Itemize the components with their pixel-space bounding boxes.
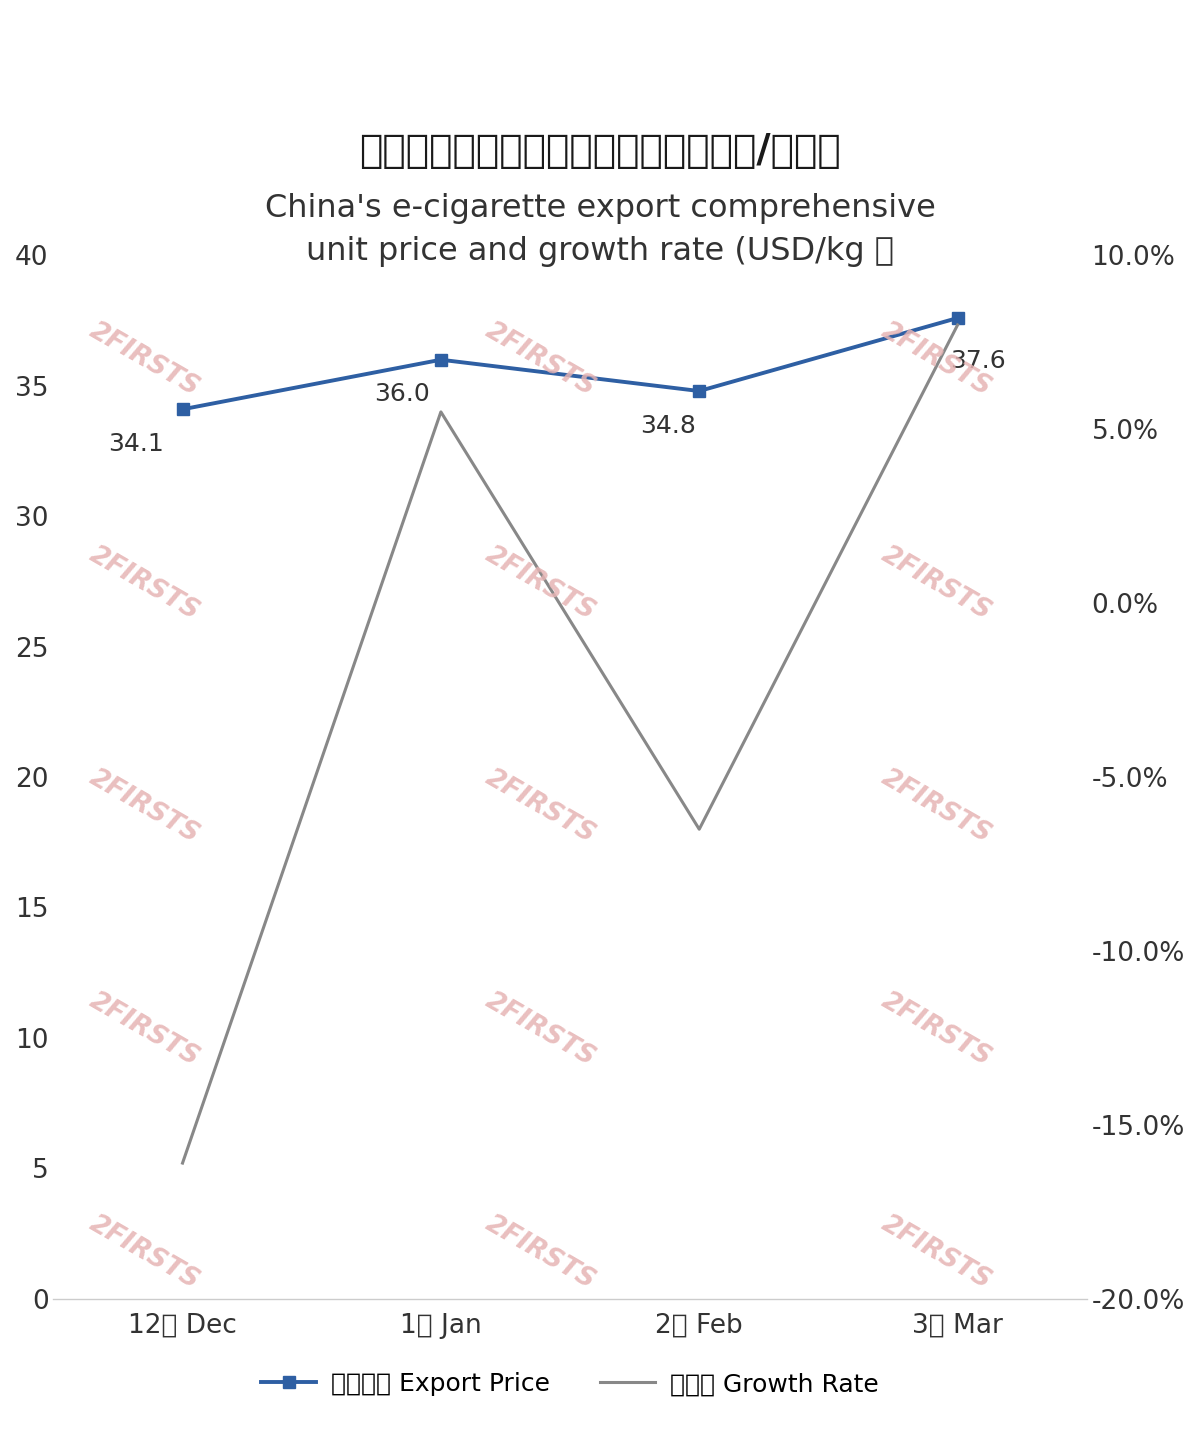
Text: 37.6: 37.6 bbox=[950, 348, 1006, 373]
Text: 2FIRSTS: 2FIRSTS bbox=[876, 541, 996, 625]
Text: 34.1: 34.1 bbox=[108, 432, 164, 456]
Text: 2FIRSTS: 2FIRSTS bbox=[84, 1211, 204, 1295]
Text: 34.8: 34.8 bbox=[641, 413, 696, 438]
Text: 2FIRSTS: 2FIRSTS bbox=[480, 541, 600, 625]
Text: 2FIRSTS: 2FIRSTS bbox=[84, 541, 204, 625]
Text: 2FIRSTS: 2FIRSTS bbox=[84, 318, 204, 402]
Legend: 出口单价 Export Price, 增长率 Growth Rate: 出口单价 Export Price, 增长率 Growth Rate bbox=[251, 1362, 889, 1407]
Text: 2FIRSTS: 2FIRSTS bbox=[480, 765, 600, 848]
Text: 2FIRSTS: 2FIRSTS bbox=[876, 318, 996, 402]
Text: 2FIRSTS: 2FIRSTS bbox=[480, 318, 600, 402]
Text: 36.0: 36.0 bbox=[374, 383, 430, 406]
Text: 中国电子烟出口综合单价及增速（美元/千克）: 中国电子烟出口综合单价及增速（美元/千克） bbox=[359, 132, 841, 170]
Text: 2FIRSTS: 2FIRSTS bbox=[84, 765, 204, 848]
Text: 2FIRSTS: 2FIRSTS bbox=[480, 988, 600, 1071]
Text: 2FIRSTS: 2FIRSTS bbox=[876, 1211, 996, 1295]
Text: 2FIRSTS: 2FIRSTS bbox=[876, 765, 996, 848]
Text: 2FIRSTS: 2FIRSTS bbox=[876, 988, 996, 1071]
Text: China's e-cigarette export comprehensive
unit price and growth rate (USD/kg ）: China's e-cigarette export comprehensive… bbox=[264, 193, 936, 268]
Text: 2FIRSTS: 2FIRSTS bbox=[84, 988, 204, 1071]
Text: 2FIRSTS: 2FIRSTS bbox=[480, 1211, 600, 1295]
